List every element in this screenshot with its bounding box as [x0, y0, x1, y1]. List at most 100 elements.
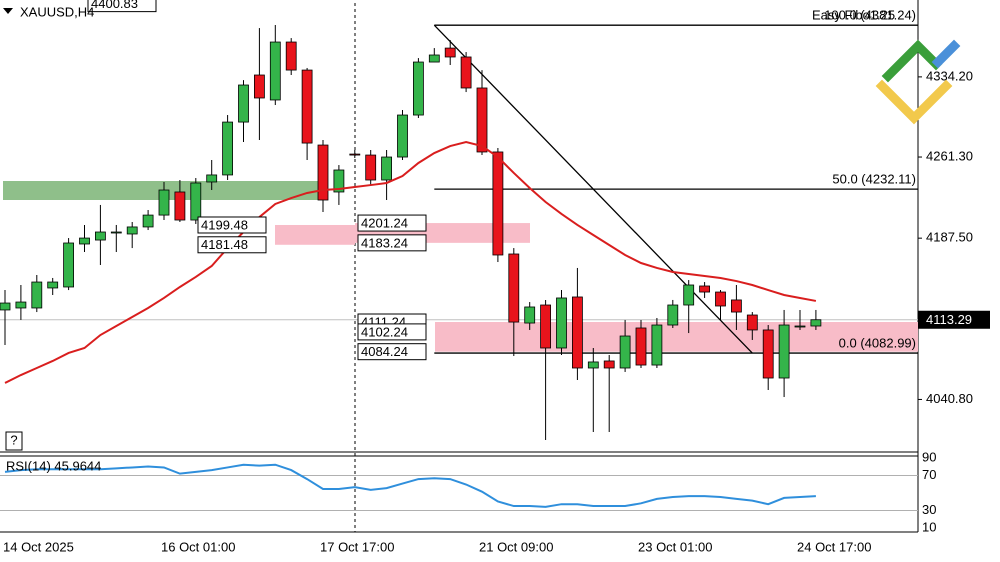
- candle-body: [333, 169, 345, 193]
- rsi-tick-label: 30: [922, 502, 936, 517]
- help-button[interactable]: [5, 431, 23, 451]
- x-tick-label: 23 Oct 01:00: [638, 539, 712, 554]
- symbol-menu[interactable]: [3, 8, 13, 14]
- current-price-label: 4113.29: [926, 312, 972, 327]
- current-price-tag: [918, 310, 990, 329]
- candle-body: [95, 231, 106, 241]
- candle-body: [365, 154, 377, 181]
- logo-green: [881, 39, 943, 83]
- rsi-title: RSI(14) 45.9644: [6, 458, 101, 473]
- fibo-trend: [433, 24, 753, 354]
- candle-body: [253, 74, 265, 99]
- candle-body: [158, 189, 170, 216]
- candle-body: [508, 253, 520, 323]
- candle-body: [762, 329, 774, 379]
- candle-body: [810, 319, 822, 327]
- candle-body: [301, 69, 313, 144]
- candle-body: [778, 324, 790, 379]
- y-tick-label: 4261.30: [926, 148, 973, 163]
- fibo-label: 50.0 (4232.11): [832, 172, 916, 187]
- candle-body: [63, 242, 74, 288]
- x-tick-label: 14 Oct 2025: [3, 539, 74, 554]
- candle-body: [444, 47, 456, 58]
- logo: [875, 39, 961, 125]
- candle-body: [699, 285, 710, 293]
- candle-body: [238, 84, 249, 123]
- candle-body: [556, 297, 567, 349]
- candle-body: [110, 231, 122, 234]
- candle-body: [206, 174, 218, 183]
- candle-body: [587, 361, 599, 369]
- candle-body: [492, 151, 504, 256]
- rsi-tick-label: 70: [922, 467, 936, 482]
- candle-body: [476, 87, 488, 153]
- price-label: 4201.24: [361, 215, 408, 230]
- candle-body: [31, 281, 43, 309]
- candle-body: [412, 61, 424, 116]
- candle-body: [269, 41, 281, 101]
- help-label: ?: [10, 432, 17, 447]
- supply-zone: [435, 322, 918, 352]
- price-label-box: [357, 323, 427, 341]
- price-label-box: [357, 214, 427, 232]
- candle-body: [746, 314, 758, 331]
- candle-body: [619, 335, 631, 369]
- candle-body: [572, 296, 583, 369]
- price-label: 4084.24: [361, 344, 408, 359]
- price-label: 4199.48: [201, 217, 248, 232]
- rsi-tick-label: 10: [922, 519, 936, 534]
- candle-body: [190, 182, 202, 221]
- candle-body: [47, 281, 59, 289]
- candle-body: [317, 144, 329, 201]
- candle-body: [397, 114, 408, 158]
- candle-body: [635, 327, 647, 366]
- y-tick-label: 4187.50: [926, 230, 973, 245]
- fibo-label: 100.0 (4381.24): [824, 8, 916, 23]
- candle-body: [428, 54, 440, 63]
- x-tick-label: 17 Oct 17:00: [320, 539, 394, 554]
- supply-zone: [275, 224, 355, 245]
- candle-body: [222, 121, 234, 176]
- candle-body: [651, 324, 663, 366]
- price-label-box: [87, 0, 157, 13]
- price-label: 4400.83: [91, 0, 138, 11]
- candle-body: [460, 56, 472, 89]
- moving-average: [4, 141, 817, 384]
- candle-body: [540, 304, 551, 349]
- x-tick-label: 24 Oct 17:00: [797, 539, 871, 554]
- y-tick-label: 4334.20: [926, 68, 973, 83]
- candle-body: [79, 237, 90, 245]
- candle-body: [603, 360, 615, 369]
- candle-body: [381, 156, 393, 181]
- candle-body: [524, 306, 536, 324]
- candle-body: [794, 325, 806, 328]
- candle-body: [126, 226, 138, 235]
- candle-body: [667, 304, 679, 326]
- x-tick-label: 16 Oct 01:00: [161, 539, 235, 554]
- candle-body: [174, 191, 186, 221]
- candle-body: [285, 41, 297, 71]
- candle-body: [349, 153, 361, 156]
- price-label-box: [357, 343, 427, 361]
- price-label-box: [197, 236, 267, 254]
- candle-body: [683, 284, 695, 306]
- candle-body: [15, 301, 27, 309]
- rsi-tick-label: 90: [922, 449, 936, 464]
- price-label: 4102.24: [361, 324, 408, 339]
- candle-body: [142, 214, 154, 228]
- logo-yellow: [875, 79, 953, 125]
- candle-body: [715, 291, 726, 307]
- x-tick-label: 21 Oct 09:00: [479, 539, 553, 554]
- symbol-title: XAUUSD,H4: [20, 4, 94, 19]
- y-tick-label: 4040.80: [926, 391, 973, 406]
- logo-blue: [931, 39, 961, 69]
- price-label: 4181.48: [201, 237, 248, 252]
- price-label-box: [357, 234, 427, 252]
- price-label: 4183.24: [361, 235, 408, 250]
- rsi-line: [4, 463, 816, 508]
- candle-body: [0, 302, 11, 311]
- fibo-name: Easy Fibo1.25: [812, 7, 895, 22]
- price-label-box: [197, 216, 267, 234]
